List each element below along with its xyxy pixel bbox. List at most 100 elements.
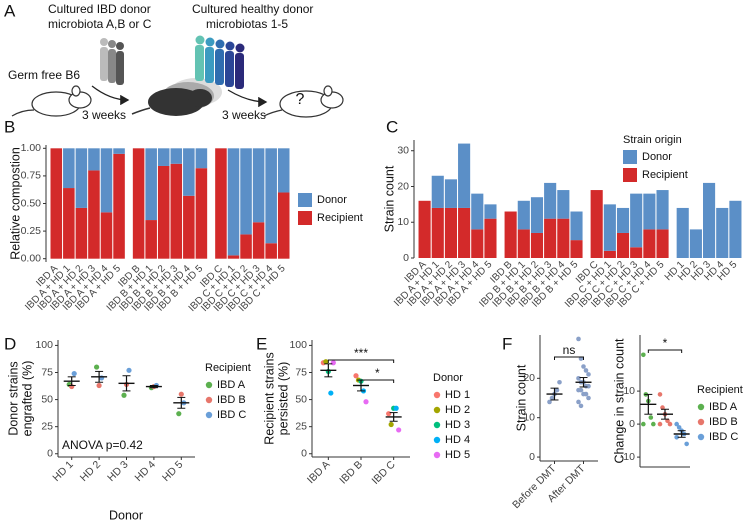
y-tick-label: 10 — [623, 385, 635, 397]
bar-segment — [145, 220, 157, 259]
y-tick-label: 75 — [41, 366, 53, 378]
significance-label: * — [663, 336, 668, 350]
legend-label: HD 5 — [445, 449, 470, 461]
legend-label: Donor — [642, 151, 672, 163]
mouse-label: Germ free B6 — [8, 68, 80, 82]
step-label: 3 weeks — [222, 108, 266, 122]
bar-segment — [145, 148, 157, 221]
panel-letter: F — [502, 334, 512, 353]
bar-segment — [703, 182, 716, 258]
data-point — [353, 373, 359, 379]
panel-letter: D — [4, 334, 16, 353]
y-axis-title: Change in strain count — [612, 338, 626, 464]
bar-segment — [227, 148, 240, 256]
bar-segment — [603, 250, 616, 258]
x-tick-label: HD 5 — [160, 458, 186, 484]
data-point — [393, 405, 399, 411]
y-tick-label: 100 — [35, 339, 53, 351]
x-tick-label: IBD A — [305, 459, 332, 486]
y-tick-label: 0 — [403, 252, 409, 264]
bar-segment — [157, 165, 170, 259]
outcome-mark: ? — [296, 91, 305, 108]
y-tick-label: 1.00 — [21, 142, 42, 154]
bar-segment — [170, 148, 183, 164]
bar-segment — [471, 229, 484, 258]
legend-label: IBD C — [217, 409, 246, 421]
data-point — [554, 387, 560, 393]
bar-segment — [544, 218, 557, 258]
data-point — [651, 421, 656, 427]
healthy-text: Cultured healthy donor — [192, 2, 313, 16]
y-tick-label: 0.75 — [21, 170, 42, 182]
legend-label: IBD B — [709, 416, 738, 428]
bar-segment — [252, 222, 265, 259]
y-tick-label: 100 — [289, 339, 307, 351]
data-point — [126, 367, 132, 373]
y-axis-title: Donor strains — [6, 361, 20, 435]
y-axis-title: persisted (%) — [276, 362, 290, 436]
bar-segment — [544, 182, 557, 219]
bar-segment — [643, 229, 656, 258]
significance-label: ns — [563, 343, 576, 357]
data-point — [388, 421, 394, 428]
panel-letter: A — [4, 1, 16, 20]
bar-segment — [643, 193, 656, 230]
y-tick-label: 0.50 — [21, 197, 42, 209]
panel-a: A Cultured IBD donor microbiota A,B or C… — [4, 1, 344, 122]
x-tick-label: HD 4 — [133, 458, 159, 484]
bar-segment — [729, 200, 742, 258]
legend-swatch — [623, 168, 637, 182]
bar-segment — [471, 193, 484, 230]
data-point — [576, 399, 581, 405]
bar-segment — [458, 207, 471, 258]
bar-segment — [570, 240, 583, 258]
bar-segment — [616, 232, 630, 258]
y-tick-label: 75 — [295, 366, 307, 378]
bar-segment — [630, 247, 643, 258]
y-axis-title: engrafted (%) — [20, 361, 34, 437]
bar-segment — [570, 211, 583, 241]
y-tick-label: 0 — [47, 448, 53, 460]
data-point — [549, 395, 555, 401]
donor-text: microbiota A,B or C — [48, 17, 152, 31]
data-point — [176, 411, 182, 417]
bar-segment — [444, 179, 457, 208]
bar-segment — [484, 218, 497, 258]
legend-swatch — [433, 451, 441, 459]
bar-segment — [689, 229, 702, 258]
significance-label: * — [375, 366, 380, 380]
bar-segment — [277, 148, 290, 193]
bar-segment — [517, 229, 530, 258]
data-point — [557, 379, 562, 385]
bar-segment — [431, 175, 444, 208]
x-tick-label: HD 2 — [78, 458, 104, 484]
bar-segment — [630, 193, 643, 248]
data-point — [657, 421, 663, 427]
bar-segment — [676, 207, 689, 258]
bar-segment — [132, 148, 145, 259]
significance-label: *** — [354, 346, 368, 360]
bar-segment — [88, 148, 100, 171]
legend-title: Recipient — [205, 362, 251, 374]
bar-segment — [195, 168, 208, 259]
bar-segment — [170, 163, 183, 259]
bar-segment — [484, 204, 497, 219]
healthy-text: microbiotas 1-5 — [206, 17, 288, 31]
significance-bracket — [647, 349, 683, 353]
bar-segment — [195, 148, 208, 169]
mouse-icon — [263, 85, 344, 118]
legend-swatch — [298, 211, 312, 225]
x-tick-label: HD 1 — [50, 458, 76, 484]
y-tick-label: 30 — [397, 145, 409, 157]
data-point — [547, 399, 552, 405]
bar-segment — [530, 232, 544, 258]
y-axis-title: Recipient strains — [262, 352, 276, 444]
colonized-mouse-icon — [131, 78, 222, 116]
legend-swatch — [205, 396, 213, 404]
data-point — [576, 336, 581, 342]
data-point — [396, 427, 402, 433]
data-point — [386, 411, 392, 417]
data-point — [323, 359, 329, 365]
data-point — [676, 425, 682, 430]
